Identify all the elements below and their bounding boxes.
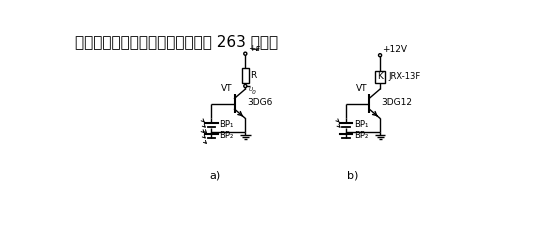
Text: b): b) [347, 170, 358, 180]
Text: VT: VT [221, 84, 232, 93]
Text: K: K [377, 72, 383, 81]
Text: 用光电池控制硅晶体管的电路如图 263 所示。: 用光电池控制硅晶体管的电路如图 263 所示。 [75, 34, 278, 49]
Text: BP₁: BP₁ [219, 120, 234, 129]
Text: JRX-13F: JRX-13F [388, 71, 421, 81]
Text: BP₂: BP₂ [219, 131, 233, 140]
Circle shape [244, 52, 247, 55]
Circle shape [379, 54, 381, 57]
Text: R: R [250, 71, 256, 80]
Text: a): a) [210, 170, 221, 180]
Text: ᵁ₀: ᵁ₀ [248, 87, 256, 96]
Text: 3DG6: 3DG6 [247, 98, 272, 107]
Text: +12V: +12V [382, 45, 407, 54]
Text: BP₂: BP₂ [354, 131, 368, 140]
Text: 3DG12: 3DG12 [381, 98, 413, 107]
Text: +ᴇ: +ᴇ [248, 44, 260, 53]
Circle shape [244, 84, 247, 88]
Text: VT: VT [355, 84, 367, 93]
Bar [375, 71, 385, 83]
Bar [242, 68, 249, 83]
Text: BP₁: BP₁ [354, 120, 368, 129]
